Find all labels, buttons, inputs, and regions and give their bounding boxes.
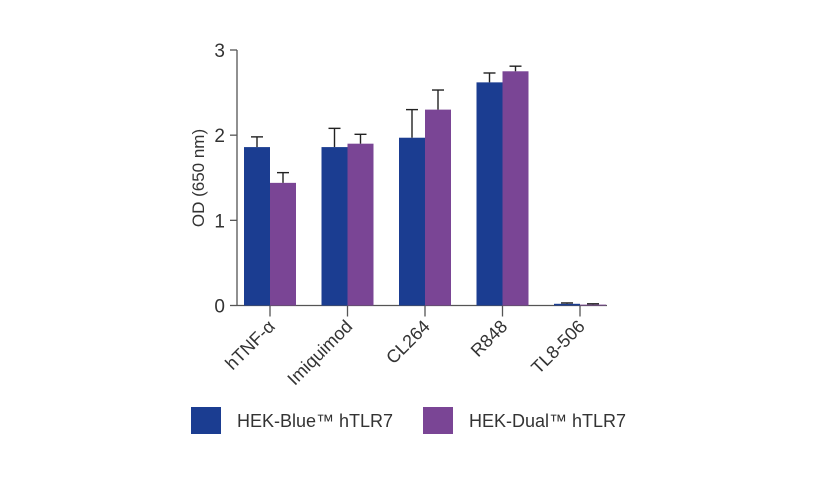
bar (347, 143, 374, 306)
legend-label: HEK-Blue™ hTLR7 (237, 411, 393, 431)
bar (580, 304, 606, 306)
y-tick-label: 0 (214, 297, 225, 318)
bar (425, 109, 451, 306)
x-tick-label: CL264 (382, 316, 434, 368)
bar (476, 82, 503, 306)
y-tick-label: 3 (214, 41, 225, 62)
bar (244, 147, 270, 306)
x-tick-label: TL8-506 (527, 316, 589, 378)
bar (321, 147, 348, 306)
legend-swatch (423, 407, 453, 434)
y-axis-label: OD (650 nm) (189, 129, 208, 227)
bars (244, 65, 606, 306)
legend-swatch (191, 407, 221, 434)
legend: HEK-Blue™ hTLR7 HEK-Dual™ hTLR7 (191, 407, 626, 434)
y-tick-label: 2 (214, 126, 225, 147)
x-tick-label: R848 (467, 316, 512, 361)
bar (399, 137, 425, 306)
bar (554, 303, 580, 306)
legend-label: HEK-Dual™ hTLR7 (469, 411, 626, 431)
x-tick-label: Imiquimod (283, 316, 356, 389)
y-tick-label: 1 (214, 211, 225, 232)
bar (270, 182, 296, 306)
x-tick-label: hTNF-α (221, 316, 279, 374)
bar (502, 71, 529, 306)
